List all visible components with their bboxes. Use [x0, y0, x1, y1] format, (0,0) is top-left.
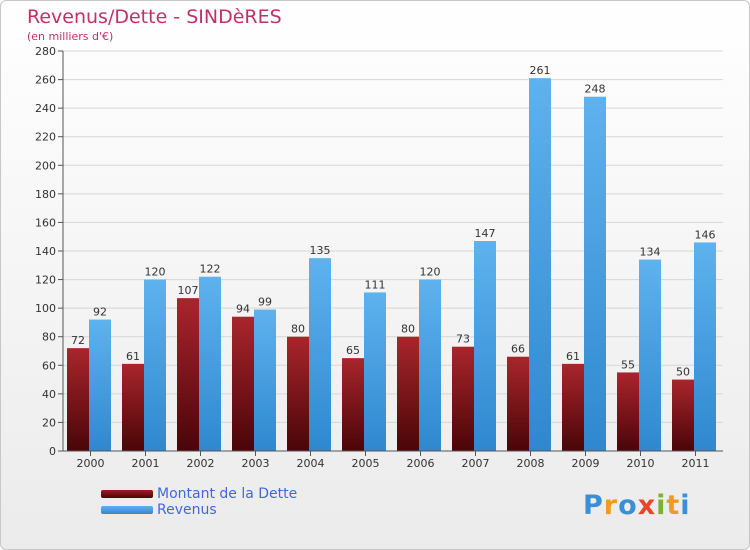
y-tick-label: 0: [49, 445, 56, 458]
data-label-debt: 66: [511, 343, 525, 356]
bar-debt: [452, 346, 474, 451]
x-tick-label: 2003: [242, 457, 270, 470]
bar-revenue: [309, 258, 331, 451]
x-tick-label: 2002: [187, 457, 215, 470]
x-tick-label: 2004: [297, 457, 325, 470]
bar-revenue: [254, 309, 276, 451]
legend-swatch-debt: [101, 490, 153, 498]
x-tick-label: 2008: [517, 457, 545, 470]
data-label-revenue: 120: [145, 266, 166, 279]
data-label-debt: 80: [401, 323, 415, 336]
logo-letter: P: [583, 490, 604, 521]
bar-debt: [342, 358, 364, 451]
logo-letter: r: [603, 490, 619, 521]
data-label-debt: 94: [236, 303, 250, 316]
y-tick-label: 200: [35, 159, 56, 172]
data-label-revenue: 92: [93, 306, 107, 319]
y-tick-label: 180: [35, 188, 56, 201]
x-tick-label: 2007: [462, 457, 490, 470]
x-tick-label: 2000: [77, 457, 105, 470]
bar-revenue: [144, 279, 166, 451]
x-tick-label: 2005: [352, 457, 380, 470]
data-label-debt: 61: [126, 350, 140, 363]
data-label-revenue: 248: [585, 83, 606, 96]
bar-revenue: [199, 276, 221, 451]
x-tick-label: 2001: [132, 457, 160, 470]
bar-debt: [67, 348, 89, 451]
data-label-debt: 73: [456, 333, 470, 346]
data-label-revenue: 261: [530, 64, 551, 77]
data-label-revenue: 111: [365, 278, 386, 291]
bar-debt: [507, 356, 529, 451]
y-tick-label: 160: [35, 216, 56, 229]
data-label-debt: 65: [346, 344, 360, 357]
bar-revenue: [529, 78, 551, 452]
chart-title: Revenus/Dette - SINDèRES: [27, 6, 282, 28]
data-label-debt: 61: [566, 350, 580, 363]
y-tick-label: 20: [42, 416, 56, 429]
bar-debt: [397, 336, 419, 451]
data-label-revenue: 147: [475, 227, 496, 240]
bar-revenue: [89, 319, 111, 451]
bar-debt: [617, 372, 639, 451]
bar-revenue: [639, 259, 661, 451]
bar-revenue: [364, 292, 386, 451]
bar-debt: [232, 316, 254, 451]
y-tick-label: 40: [42, 388, 56, 401]
bar-debt: [287, 336, 309, 451]
bar-revenue: [474, 241, 496, 451]
proxiti-logo: Proxiti: [583, 490, 691, 521]
data-label-debt: 55: [621, 358, 635, 371]
logo-letter: x: [637, 490, 657, 521]
data-label-debt: 107: [178, 284, 199, 297]
y-tick-label: 120: [35, 274, 56, 287]
legend-label-debt: Montant de la Dette: [157, 486, 298, 502]
y-tick-label: 60: [42, 359, 56, 372]
logo-letter: t: [666, 490, 681, 521]
data-label-revenue: 146: [695, 228, 716, 241]
logo-letter: i: [656, 490, 667, 521]
y-tick-label: 220: [35, 131, 56, 144]
data-label-debt: 72: [71, 334, 85, 347]
bar-revenue: [419, 279, 441, 451]
logo-letter: i: [680, 490, 691, 521]
bar-debt: [672, 379, 694, 451]
data-label-revenue: 122: [200, 263, 221, 276]
y-tick-label: 80: [42, 331, 56, 344]
y-tick-label: 240: [35, 102, 56, 115]
data-label-revenue: 134: [640, 246, 661, 259]
bar-debt: [562, 363, 584, 451]
data-label-revenue: 99: [258, 296, 272, 309]
data-label-debt: 50: [676, 366, 690, 379]
bar-revenue: [694, 242, 716, 451]
x-tick-label: 2010: [627, 457, 655, 470]
x-tick-label: 2009: [572, 457, 600, 470]
y-tick-label: 260: [35, 74, 56, 87]
x-tick-label: 2011: [682, 457, 710, 470]
y-tick-label: 100: [35, 302, 56, 315]
data-label-debt: 80: [291, 323, 305, 336]
y-tick-label: 140: [35, 245, 56, 258]
y-tick-label: 280: [35, 45, 56, 58]
legend-swatch-revenue: [101, 506, 153, 514]
x-tick-label: 2006: [407, 457, 435, 470]
logo-letter: o: [618, 490, 638, 521]
data-label-revenue: 135: [310, 244, 331, 257]
chart-subtitle: (en milliers d'€): [27, 30, 114, 43]
bar-revenue: [584, 96, 606, 451]
bar-debt: [177, 298, 199, 451]
bar-debt: [122, 363, 144, 451]
legend-label-revenue: Revenus: [157, 502, 217, 518]
data-label-revenue: 120: [420, 266, 441, 279]
